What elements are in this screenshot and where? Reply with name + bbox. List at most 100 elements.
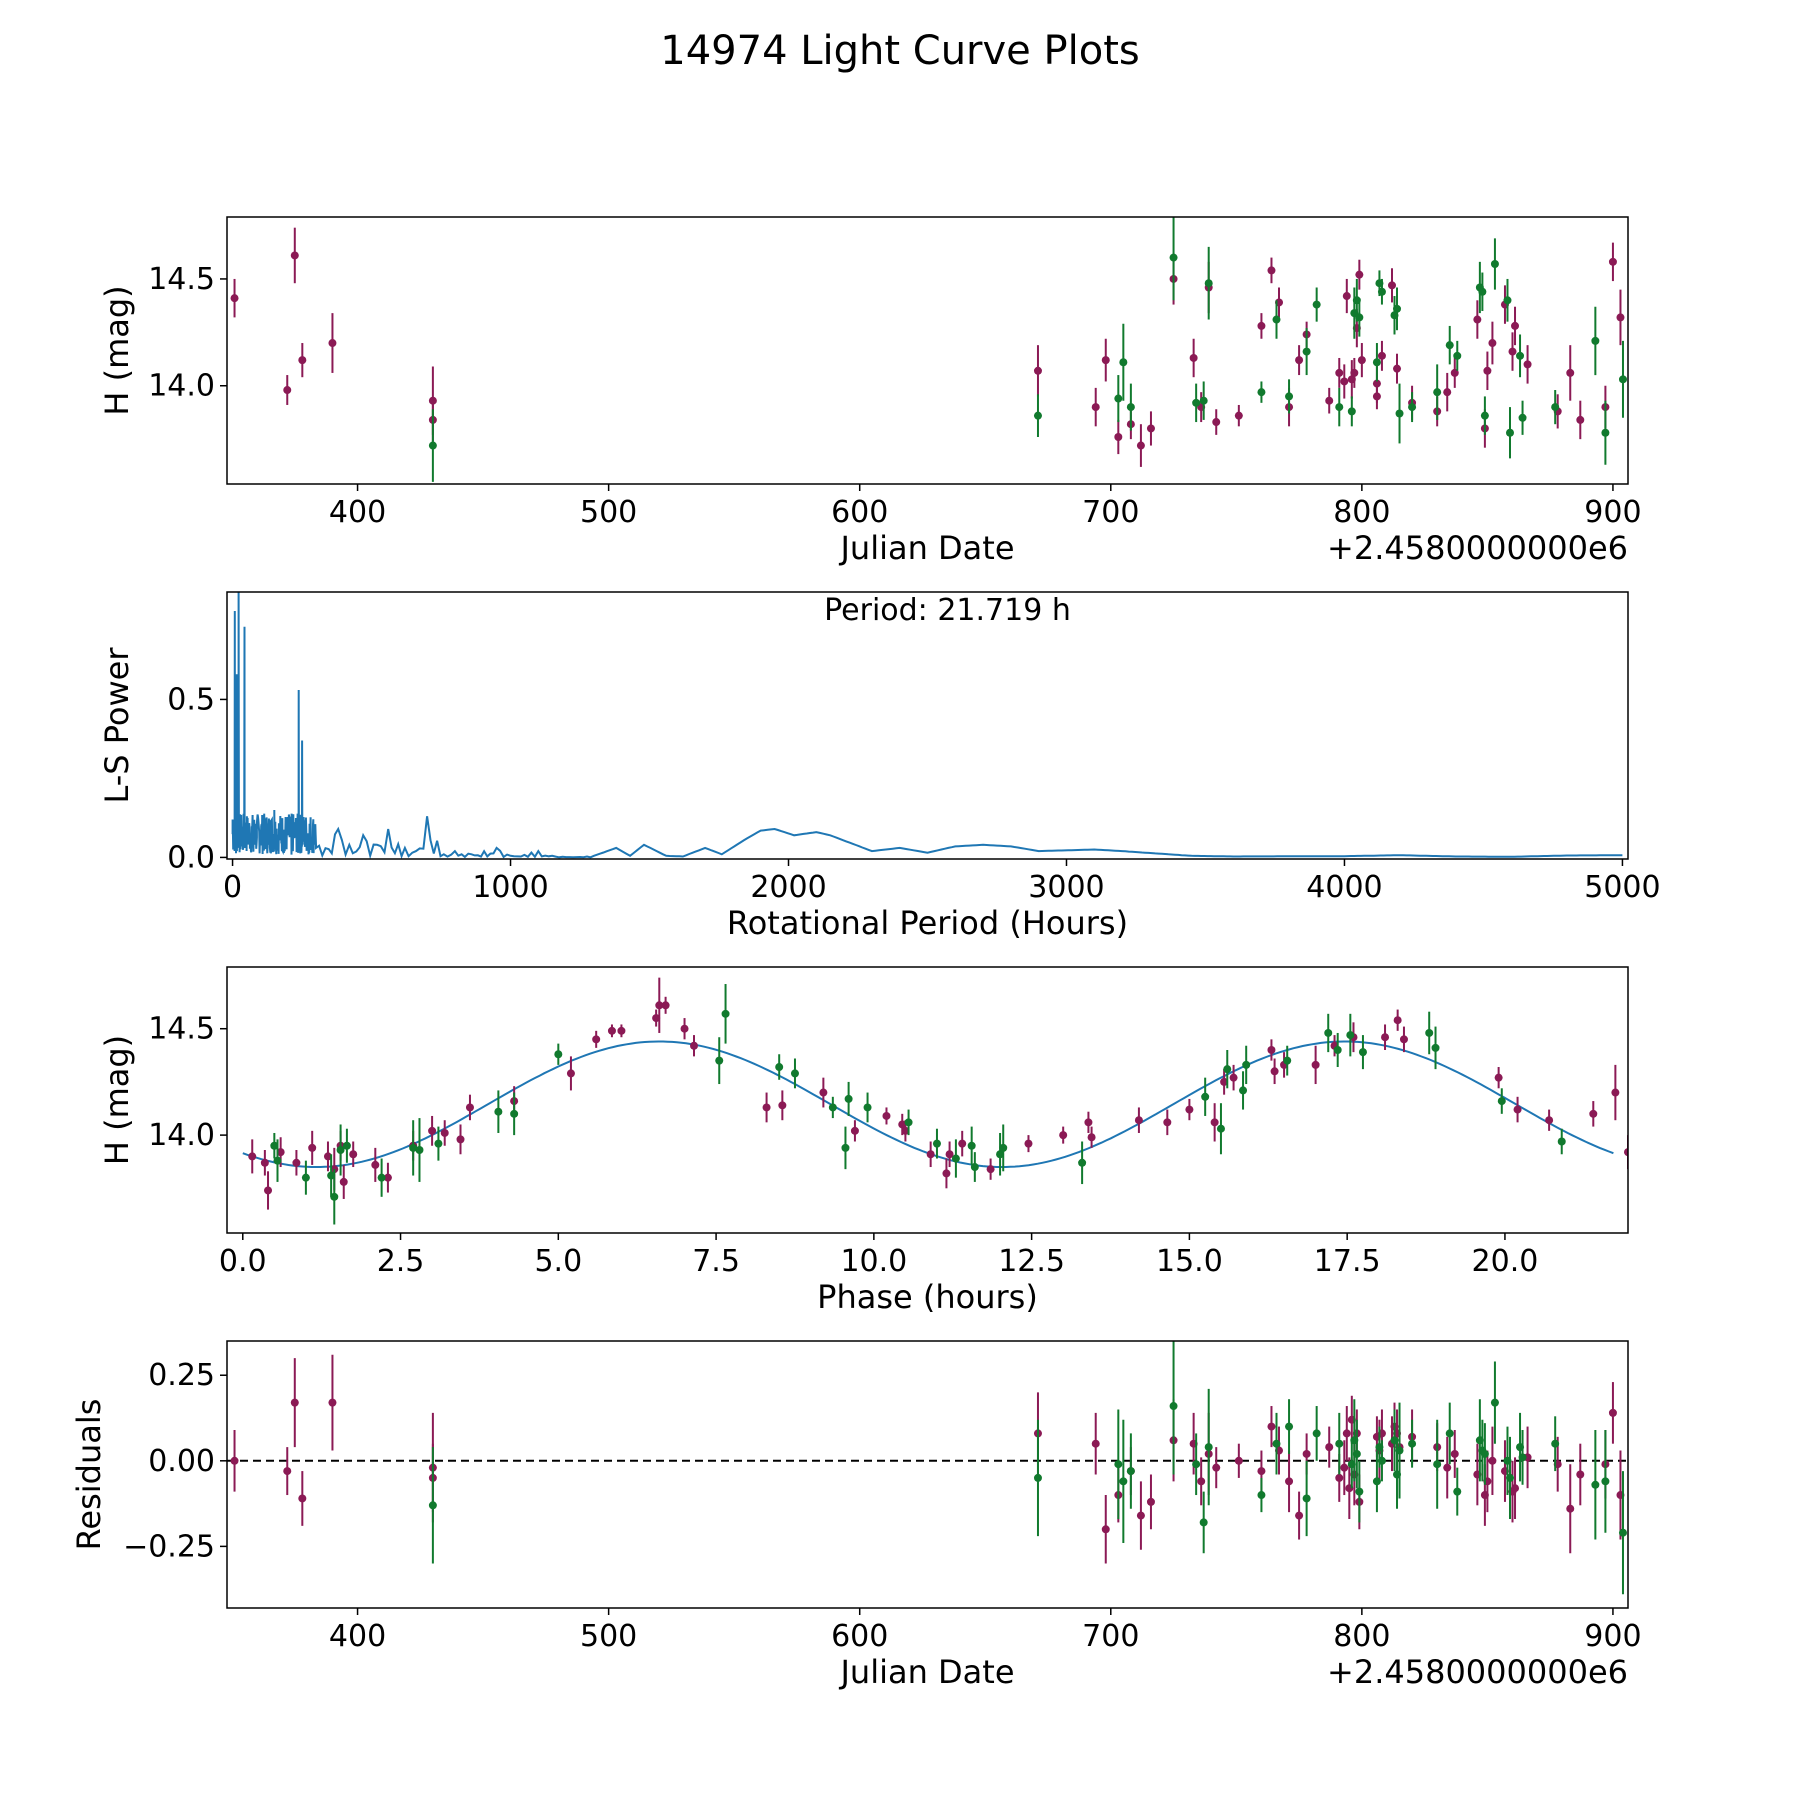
y-axis-label: Residuals <box>70 1399 108 1551</box>
data-point <box>1267 1045 1276 1054</box>
y-tick-label: 14.5 <box>148 1012 215 1047</box>
data-point <box>1192 398 1201 407</box>
data-point <box>1395 1446 1404 1455</box>
x-tick-label: 900 <box>1584 1619 1641 1654</box>
data-point <box>1511 1484 1520 1493</box>
data-point <box>1450 1449 1459 1458</box>
data-point <box>1136 1511 1145 1520</box>
data-point <box>1091 1439 1100 1448</box>
data-point <box>1325 1443 1334 1452</box>
data-point <box>1340 377 1349 386</box>
data-point <box>1513 1105 1522 1114</box>
data-point <box>715 1056 724 1065</box>
x-tick-label: 600 <box>831 1619 888 1654</box>
data-point <box>1350 368 1359 377</box>
data-point <box>1163 1118 1172 1127</box>
data-point <box>1204 279 1213 288</box>
data-point <box>1551 1439 1560 1448</box>
data-point <box>1267 266 1276 275</box>
data-point <box>1490 259 1499 268</box>
data-point <box>1608 1408 1617 1417</box>
data-point <box>301 1173 310 1182</box>
data-point <box>230 294 239 303</box>
data-point <box>652 1014 661 1023</box>
data-point <box>1358 1048 1367 1057</box>
data-point <box>1445 1429 1454 1438</box>
data-point <box>1355 313 1364 322</box>
data-point <box>1197 1477 1206 1486</box>
x-tick-label: 700 <box>1082 1619 1139 1654</box>
data-point <box>1511 321 1520 330</box>
data-point <box>1494 1073 1503 1082</box>
data-point <box>775 1063 784 1072</box>
data-point <box>1312 300 1321 309</box>
data-point <box>1433 1460 1442 1469</box>
data-point <box>607 1026 616 1035</box>
figure-title: 14974 Light Curve Plots <box>660 28 1139 74</box>
data-point <box>1425 1028 1434 1037</box>
x-tick-label: 500 <box>580 495 637 530</box>
data-point <box>1433 388 1442 397</box>
data-point <box>440 1128 449 1137</box>
data-point <box>1295 1511 1304 1520</box>
data-point <box>428 1501 437 1510</box>
data-point <box>1377 1456 1386 1465</box>
data-point <box>1146 424 1155 433</box>
data-point <box>1295 356 1304 365</box>
data-point <box>904 1118 913 1127</box>
data-point <box>1508 347 1517 356</box>
x-tick-label: 800 <box>1333 1619 1390 1654</box>
data-point <box>1473 315 1482 324</box>
data-point <box>1335 1439 1344 1448</box>
data-point <box>1101 1525 1110 1534</box>
data-point <box>371 1160 380 1169</box>
data-point <box>260 1158 269 1167</box>
data-point <box>1239 1086 1248 1095</box>
data-point <box>1357 356 1366 365</box>
x-offset-label: +2.4580000000e6 <box>1327 529 1628 567</box>
data-point <box>1352 1449 1361 1458</box>
data-point <box>1220 1077 1229 1086</box>
data-point <box>1335 403 1344 412</box>
data-point <box>1257 321 1266 330</box>
data-point <box>1101 356 1110 365</box>
data-point <box>1355 270 1364 279</box>
data-point <box>1443 1463 1452 1472</box>
data-point <box>1216 1124 1225 1133</box>
x-tick-label: 1000 <box>472 870 548 905</box>
x-axis-label: Julian Date <box>838 1653 1014 1691</box>
data-point <box>1616 313 1625 322</box>
x-tick-label: 20.0 <box>1472 1244 1539 1279</box>
data-point <box>465 1103 474 1112</box>
data-point <box>970 1163 979 1172</box>
x-tick-label: 0 <box>223 870 242 905</box>
data-point <box>1480 411 1489 420</box>
data-point <box>1611 1088 1620 1097</box>
data-point <box>680 1024 689 1033</box>
x-tick-label: 5000 <box>1584 870 1660 905</box>
data-point <box>1566 368 1575 377</box>
x-tick-label: 400 <box>329 1619 386 1654</box>
data-point <box>456 1135 465 1144</box>
data-point <box>1210 1118 1219 1127</box>
data-point <box>1169 1402 1178 1411</box>
data-point <box>298 356 307 365</box>
data-point <box>1091 403 1100 412</box>
x-tick-label: 2000 <box>750 870 826 905</box>
data-point <box>661 1001 670 1010</box>
data-point <box>844 1094 853 1103</box>
x-axis-label: Rotational Period (Hours) <box>727 904 1128 942</box>
data-point <box>841 1143 850 1152</box>
data-point <box>1033 1473 1042 1482</box>
y-axis-label: L-S Power <box>98 647 136 804</box>
data-point <box>1302 347 1311 356</box>
data-point <box>328 339 337 348</box>
data-point <box>1192 1460 1201 1469</box>
data-point <box>951 1154 960 1163</box>
data-point <box>1372 1477 1381 1486</box>
data-point <box>1490 1398 1499 1407</box>
data-point <box>1395 409 1404 418</box>
data-point <box>1576 415 1585 424</box>
